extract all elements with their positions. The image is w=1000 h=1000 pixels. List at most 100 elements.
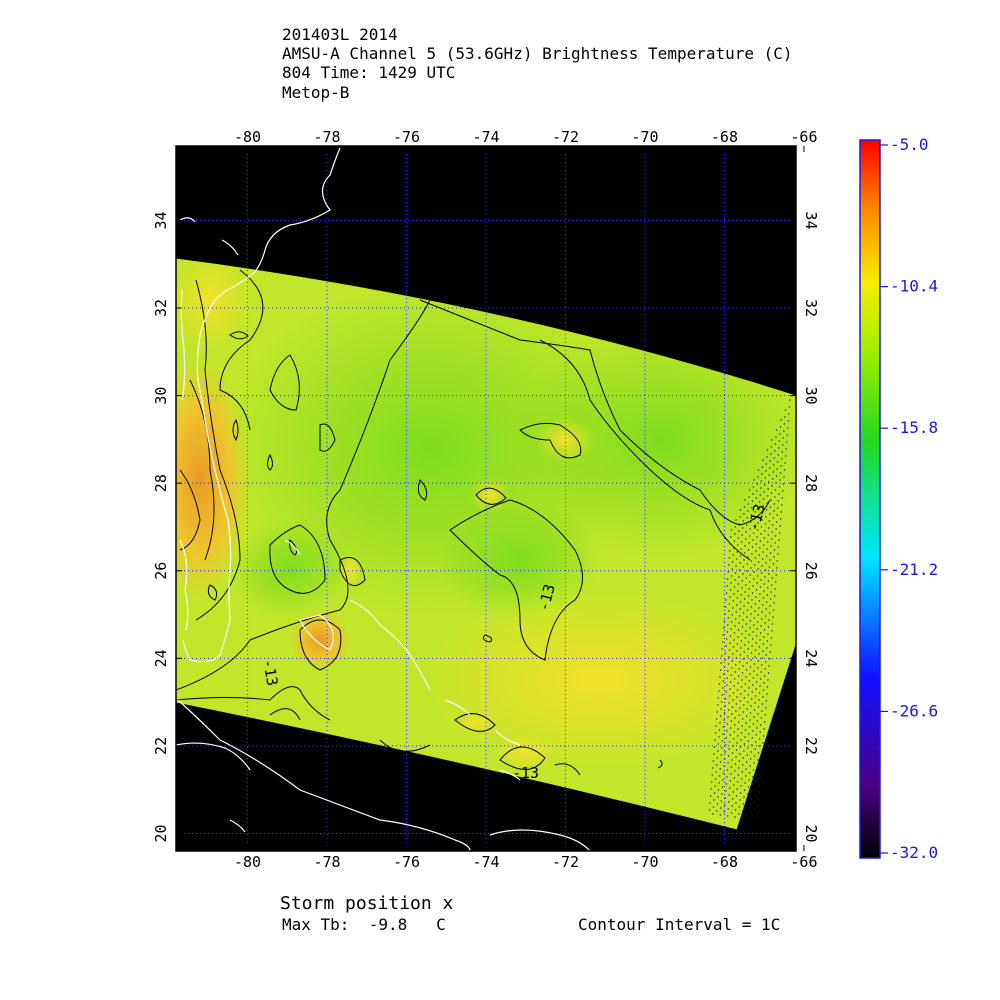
- stipple-dot: [712, 813, 714, 815]
- stipple-dot: [734, 625, 736, 627]
- stipple-dot: [755, 734, 757, 736]
- stipple-dot: [736, 604, 738, 606]
- stipple-dot: [741, 718, 744, 720]
- coastline: [176, 147, 591, 851]
- stipple-dot: [728, 564, 730, 566]
- stipple-dot: [735, 749, 738, 751]
- stipple-dot: [735, 795, 738, 797]
- stipple-dot: [753, 716, 755, 718]
- stipple-dot: [721, 648, 723, 650]
- stipple-dot: [721, 740, 724, 742]
- stipple-dot: [720, 655, 723, 657]
- stipple-dot: [747, 503, 750, 505]
- stipple-dot: [770, 499, 772, 501]
- stipple-dot: [740, 647, 742, 649]
- stipple-dot: [768, 474, 770, 476]
- stipple-dot: [755, 504, 757, 506]
- stipple-dot: [710, 788, 712, 790]
- stipple-dot: [746, 616, 748, 618]
- stipple-dot: [743, 697, 745, 699]
- stipple-dot: [736, 735, 739, 737]
- stipple-dot: [753, 755, 756, 757]
- stipple-dot: [773, 595, 776, 597]
- stipple-dot: [744, 775, 747, 777]
- stipple-dot: [729, 642, 731, 644]
- stipple-dot: [743, 743, 746, 745]
- lon-label-top: -76: [393, 128, 420, 146]
- stipple-dot: [716, 803, 719, 805]
- stipple-dot: [765, 661, 767, 663]
- stipple-dot: [725, 783, 728, 785]
- stipple-dot: [780, 419, 782, 421]
- stipple-dot: [774, 450, 776, 452]
- stipple-dot: [734, 579, 736, 581]
- stipple-dot: [732, 600, 735, 602]
- stipple-dot: [780, 511, 782, 513]
- stipple-dot: [754, 695, 757, 697]
- stipple-dot: [788, 406, 791, 408]
- stipple-dot: [737, 583, 740, 585]
- stipple-dot: [774, 496, 776, 498]
- stipple-dot: [749, 811, 751, 813]
- stipple-dot: [755, 550, 757, 552]
- stipple-dot: [726, 631, 728, 633]
- stipple-dot: [762, 597, 764, 599]
- stipple-dot: [747, 701, 749, 703]
- stipple-dot: [762, 742, 764, 744]
- stipple-dot: [718, 690, 720, 692]
- stipple-dot: [773, 556, 775, 558]
- stipple-dot: [723, 627, 725, 629]
- stipple-dot: [783, 430, 785, 432]
- stipple-dot: [744, 637, 746, 639]
- stipple-dot: [757, 805, 759, 807]
- stipple-dot: [756, 681, 758, 683]
- title-line-3: 804 Time: 1429 UTC: [282, 63, 456, 82]
- stipple-dot: [751, 507, 753, 509]
- stipple-dot: [749, 673, 751, 675]
- stipple-dot: [768, 658, 771, 660]
- stipple-dot: [725, 691, 727, 693]
- stipple-dot: [719, 669, 722, 671]
- stipple-dot: [731, 752, 734, 754]
- stipple-dot: [765, 562, 767, 564]
- stipple-dot: [735, 802, 737, 804]
- stipple-dot: [770, 637, 772, 639]
- stipple-dot: [727, 663, 730, 665]
- stipple-dot: [733, 639, 735, 641]
- stipple-dot: [733, 685, 735, 687]
- stipple-dot: [721, 786, 724, 788]
- stipple-dot: [753, 617, 755, 619]
- stipple-dot: [721, 747, 723, 749]
- stipple-dot: [765, 654, 767, 656]
- stipple-dot: [752, 730, 754, 732]
- stipple-dot: [766, 647, 768, 649]
- stipple-dot: [746, 517, 748, 519]
- stipple-dot: [764, 569, 767, 571]
- stipple-dot: [738, 622, 740, 624]
- stipple-dot: [762, 735, 765, 737]
- stipple-dot: [737, 544, 739, 546]
- stipple-dot: [735, 611, 737, 613]
- stipple-dot: [773, 510, 775, 512]
- stipple-dot: [750, 560, 753, 562]
- stipple-dot: [778, 532, 781, 534]
- stipple-dot: [747, 556, 749, 558]
- stipple-dot: [709, 802, 711, 804]
- stipple-dot: [730, 720, 733, 722]
- stipple-dot: [715, 718, 718, 720]
- stipple-dot: [750, 567, 752, 569]
- stipple-dot: [742, 527, 744, 529]
- stipple-dot: [728, 695, 731, 697]
- stipple-dot: [753, 525, 755, 527]
- stipple-dot: [741, 771, 743, 773]
- stipple-dot: [741, 633, 743, 635]
- stipple-dot: [752, 631, 754, 633]
- stipple-dot: [755, 596, 757, 598]
- stipple-dot: [764, 530, 766, 532]
- stipple-dot: [720, 708, 722, 710]
- stipple-dot: [753, 808, 755, 810]
- stipple-dot: [724, 652, 727, 654]
- stipple-dot: [731, 614, 733, 616]
- left-latitude-labels: 20 22 24 26 28 30 32 34: [152, 211, 170, 842]
- stipple-dot: [737, 636, 739, 638]
